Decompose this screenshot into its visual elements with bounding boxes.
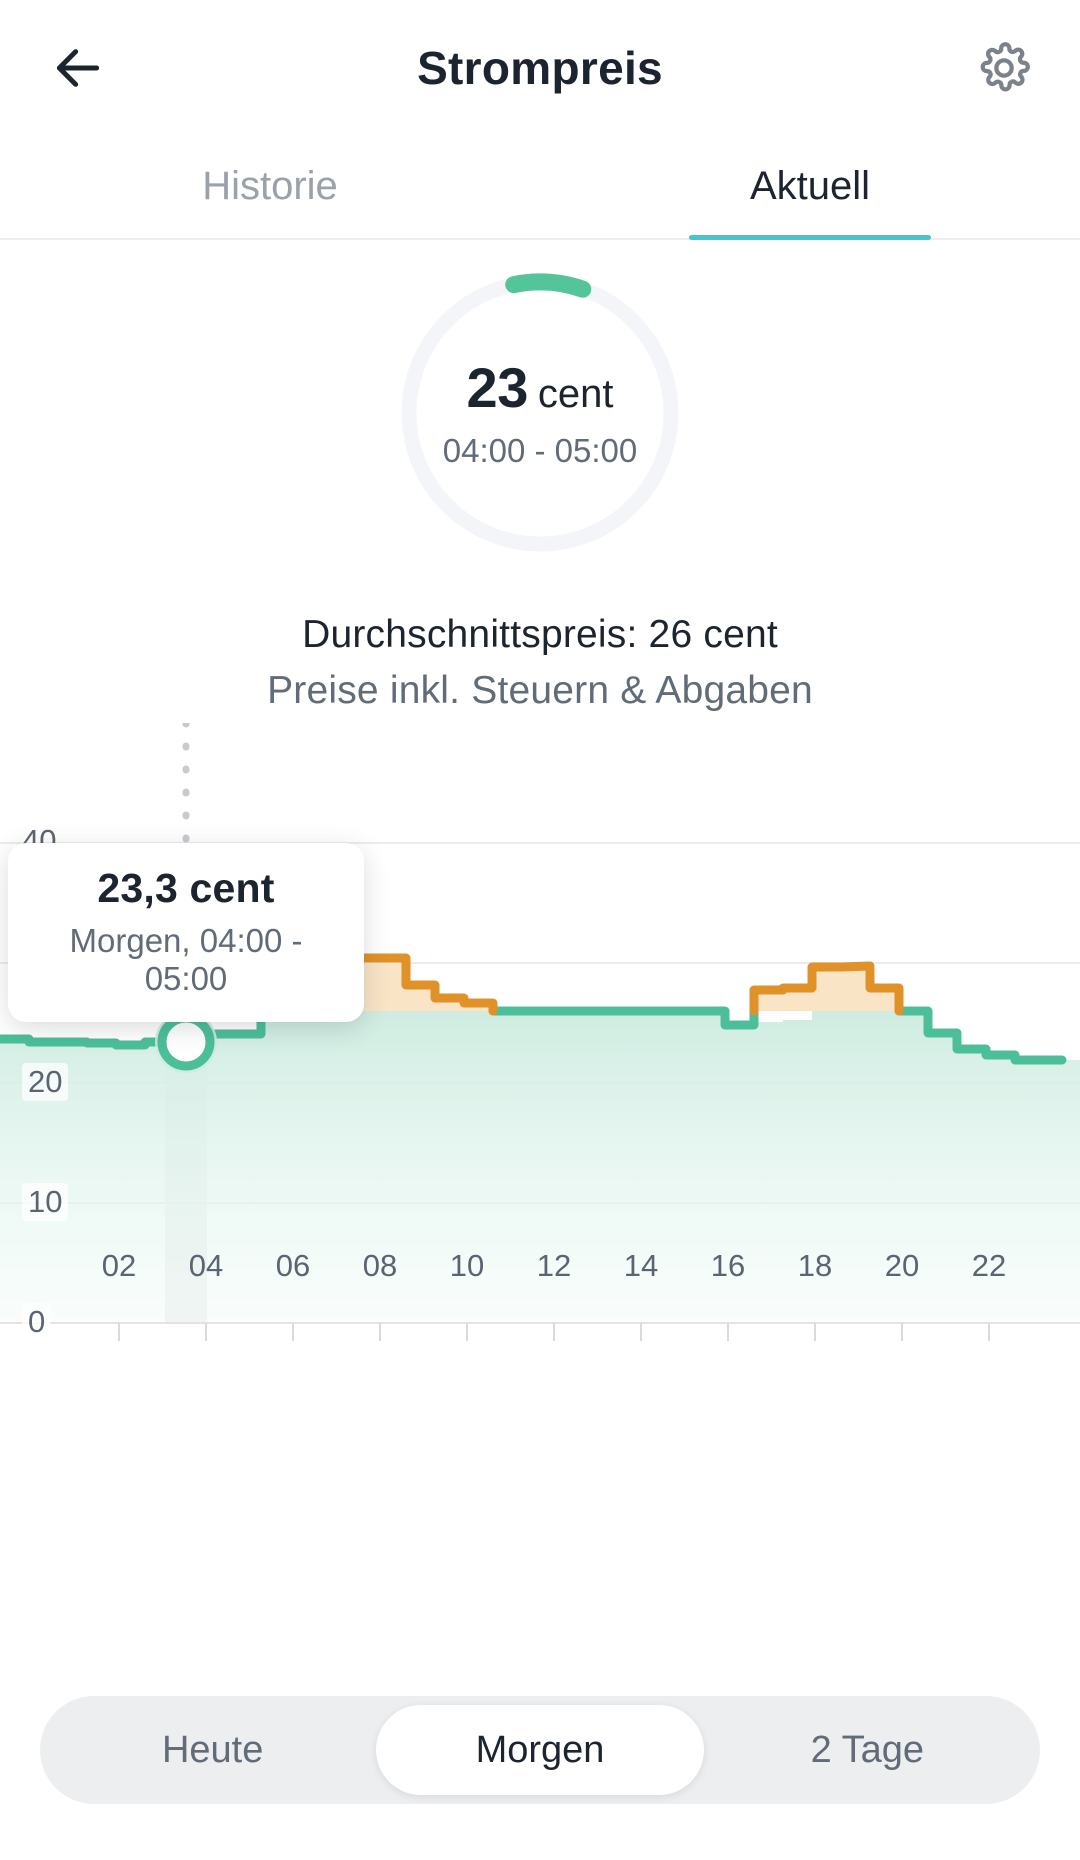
ytick-20: 20 bbox=[22, 1063, 69, 1101]
xtick-20: 20 bbox=[884, 1248, 920, 1283]
average-price-text: Durchschnittspreis: 26 cent bbox=[302, 613, 778, 656]
price-gauge: 23 cent 04:00 - 05:00 bbox=[399, 272, 681, 554]
xtick-16: 16 bbox=[710, 1248, 746, 1283]
chart-green-line-right bbox=[894, 1006, 1067, 1065]
chart-green-line-mid bbox=[488, 1006, 759, 1030]
gauge-price-row: 23 cent bbox=[467, 355, 614, 420]
tab-bar: Historie Aktuell bbox=[0, 135, 1080, 240]
chart-orange-line-2 bbox=[749, 961, 904, 1016]
xtick-06: 06 bbox=[275, 1248, 311, 1283]
xtick-02: 02 bbox=[101, 1248, 137, 1283]
segment-2-tage[interactable]: 2 Tage bbox=[704, 1705, 1031, 1795]
arrow-left-icon bbox=[56, 48, 100, 87]
tooltip-value: 23,3 cent bbox=[97, 865, 275, 911]
xtick-14: 14 bbox=[623, 1248, 659, 1283]
tab-aktuell[interactable]: Aktuell bbox=[540, 135, 1080, 238]
settings-button[interactable] bbox=[964, 28, 1044, 108]
tax-note-text: Preise inkl. Steuern & Abgaben bbox=[267, 669, 813, 712]
gauge-unit: cent bbox=[537, 372, 614, 416]
price-chart[interactable]: 40 30 20 10 0 02 04 06 08 10 12 14 16 18… bbox=[0, 723, 1080, 1363]
x-axis-ticks bbox=[118, 1323, 990, 1341]
gear-icon bbox=[980, 41, 1030, 91]
tooltip-label: Morgen, 04:00 - 05:00 bbox=[69, 922, 303, 997]
chart-orange-area-2 bbox=[754, 966, 899, 1011]
gauge-ring bbox=[400, 273, 680, 553]
gauge-center-content: 23 cent 04:00 - 05:00 bbox=[399, 272, 681, 554]
chart-green-area bbox=[0, 1011, 1080, 1323]
segment-morgen[interactable]: Morgen bbox=[376, 1705, 704, 1795]
day-selector: Heute Morgen 2 Tage bbox=[40, 1696, 1040, 1804]
xtick-04: 04 bbox=[188, 1248, 224, 1283]
price-info-block: Durchschnittspreis: 26 cent Preise inkl.… bbox=[0, 613, 1080, 713]
segment-heute[interactable]: Heute bbox=[49, 1705, 376, 1795]
chart-tooltip: 23,3 cent Morgen, 04:00 - 05:00 bbox=[8, 843, 364, 1022]
xtick-18: 18 bbox=[797, 1248, 833, 1283]
tab-aktuell-label: Aktuell bbox=[749, 164, 871, 208]
back-button[interactable] bbox=[38, 28, 118, 108]
price-chart-svg bbox=[0, 723, 1080, 1341]
price-gauge-section: 23 cent 04:00 - 05:00 bbox=[0, 240, 1080, 585]
page-title: Strompreis bbox=[417, 41, 663, 94]
segment-heute-label: Heute bbox=[161, 1728, 264, 1771]
ytick-0: 0 bbox=[22, 1303, 52, 1341]
app-header: Strompreis bbox=[0, 0, 1080, 135]
xtick-22: 22 bbox=[971, 1248, 1007, 1283]
segment-morgen-label: Morgen bbox=[475, 1728, 605, 1771]
selection-marker-dot bbox=[157, 1013, 215, 1071]
day-selector-wrap: Heute Morgen 2 Tage bbox=[0, 1696, 1080, 1804]
tab-historie-label: Historie bbox=[202, 164, 338, 208]
xtick-08: 08 bbox=[362, 1248, 398, 1283]
tab-historie[interactable]: Historie bbox=[0, 135, 540, 238]
gauge-value: 23 bbox=[466, 356, 529, 419]
ytick-10: 10 bbox=[22, 1183, 69, 1221]
xtick-12: 12 bbox=[536, 1248, 572, 1283]
segment-2-tage-label: 2 Tage bbox=[810, 1728, 925, 1771]
gauge-time-range: 04:00 - 05:00 bbox=[442, 432, 638, 469]
xtick-10: 10 bbox=[449, 1248, 485, 1283]
